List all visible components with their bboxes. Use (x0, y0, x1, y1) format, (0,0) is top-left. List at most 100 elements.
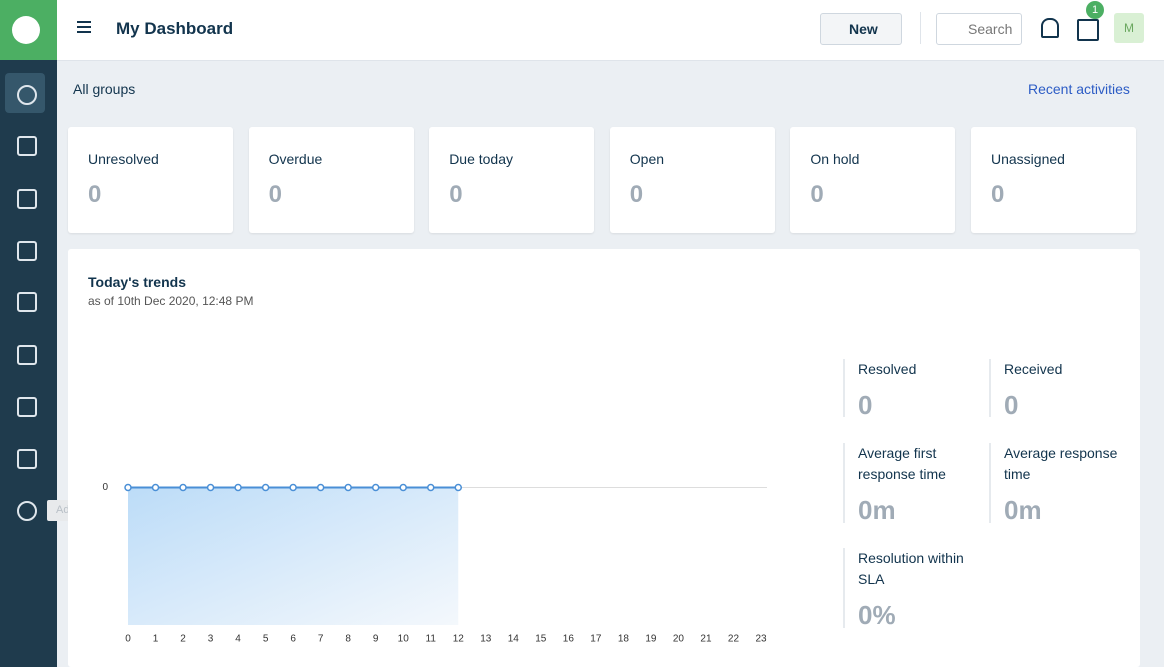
metric-border (989, 443, 991, 523)
metric-label: Resolution within SLA (858, 550, 964, 587)
x-tick-label: 20 (673, 634, 685, 645)
nav-icon[interactable] (17, 136, 37, 156)
avatar[interactable]: M (1114, 13, 1144, 43)
x-tick-label: 0 (125, 634, 131, 645)
point (399, 483, 407, 492)
card-label: Unresolved (88, 151, 159, 167)
point (206, 483, 215, 492)
card-value: 0 (810, 181, 824, 208)
x-tick-label: 22 (728, 634, 740, 645)
point (234, 483, 242, 492)
card-label: On hold (810, 151, 860, 167)
stat-card[interactable]: Open 0 (609, 127, 775, 233)
nav-icon[interactable] (17, 449, 37, 469)
trends-subtitle: as of 10th Dec 2020, 12:48 PM (88, 294, 254, 308)
point (316, 483, 325, 492)
card-value: 0 (991, 181, 1005, 208)
card-value: 0 (88, 181, 102, 208)
card-value: 0 (629, 181, 644, 208)
metric-value: 0m (858, 495, 896, 525)
x-tick-label: 12 (453, 634, 465, 645)
point (261, 483, 270, 492)
nav-icon[interactable] (17, 241, 37, 261)
stat-card[interactable]: Unassigned 0 (971, 127, 1136, 233)
x-tick-label: 15 (535, 634, 547, 645)
nav-icon[interactable] (17, 189, 37, 209)
point (289, 483, 297, 492)
x-tick-label: 18 (618, 634, 630, 645)
point (151, 483, 160, 492)
trends-title: Today's trends (88, 274, 186, 290)
area (128, 487, 459, 625)
x-tick-label: 11 (426, 634, 437, 645)
card-label: Due today (449, 151, 514, 167)
card-label: Unassigned (991, 151, 1065, 167)
metric-label: Resolved (858, 361, 917, 377)
x-tick-label: 16 (563, 634, 575, 645)
point (179, 483, 187, 492)
point (371, 483, 380, 492)
card-value: 0 (268, 181, 282, 208)
metric-value: 0m (1004, 495, 1042, 525)
point (124, 483, 132, 492)
metric-border (989, 359, 991, 417)
nav-icon[interactable] (17, 292, 37, 312)
logo[interactable] (0, 0, 57, 60)
x-tick-label: 7 (318, 634, 324, 645)
x-tick-label: 17 (590, 634, 602, 645)
x-tick-label: 23 (755, 634, 767, 645)
card-label: Open (629, 151, 665, 167)
y-tick-label: 0 (102, 482, 108, 493)
metric-value: 0% (858, 600, 896, 630)
nav-icon[interactable] (17, 501, 37, 521)
nav-icon[interactable] (17, 345, 37, 365)
metric-value: 0 (858, 390, 873, 420)
metric-label: Average response time (1004, 445, 1118, 482)
point (426, 483, 435, 492)
header: My Dashboard New Search 1 M (57, 0, 1164, 61)
metric-border (843, 548, 845, 628)
metric-value: 0 (1004, 390, 1019, 420)
metric-label: Average first response time (858, 445, 946, 482)
x-tick-label: 5 (263, 634, 269, 645)
x-tick-label: 3 (208, 634, 214, 645)
metric-label: Received (1004, 361, 1063, 377)
stat-card[interactable]: Unresolved 0 (68, 127, 233, 233)
point (344, 483, 352, 492)
x-tick-label: 2 (180, 634, 186, 645)
x-tick-label: 13 (480, 634, 492, 645)
x-tick-label: 8 (345, 634, 351, 645)
menu-icon[interactable] (77, 21, 91, 23)
logo-mark (12, 16, 40, 44)
divider (920, 12, 921, 44)
nav-icon[interactable] (17, 397, 37, 417)
x-tick-label: 14 (508, 634, 520, 645)
search-box[interactable]: Search (936, 13, 1022, 45)
bell-icon[interactable] (1041, 18, 1059, 38)
x-tick-label: 6 (290, 634, 296, 645)
page-title: My Dashboard (116, 19, 234, 38)
x-tick-label: 21 (700, 634, 712, 645)
recent-activities-link[interactable]: Recent activities (1028, 81, 1130, 97)
card-label: Overdue (268, 151, 323, 167)
group-filter[interactable]: All groups (73, 81, 136, 97)
x-tick-label: 1 (153, 634, 159, 645)
metric-border (843, 443, 845, 523)
stat-card[interactable]: On hold 0 (790, 127, 956, 233)
sidebar: Admin (0, 0, 101, 667)
point (454, 483, 463, 492)
x-tick-label: 9 (373, 634, 379, 645)
gift-badge: 1 (1086, 1, 1104, 19)
x-tick-label: 4 (235, 634, 241, 645)
card-value: 0 (449, 181, 463, 208)
stat-card[interactable]: Overdue 0 (248, 127, 414, 233)
metric-border (843, 359, 845, 417)
new-button[interactable]: New (820, 13, 902, 45)
x-tick-label: 10 (398, 634, 410, 645)
x-tick-label: 19 (645, 634, 657, 645)
stat-card[interactable]: Due today 0 (429, 127, 595, 233)
nav-icon[interactable] (17, 85, 37, 105)
gift-icon[interactable] (1077, 19, 1099, 41)
